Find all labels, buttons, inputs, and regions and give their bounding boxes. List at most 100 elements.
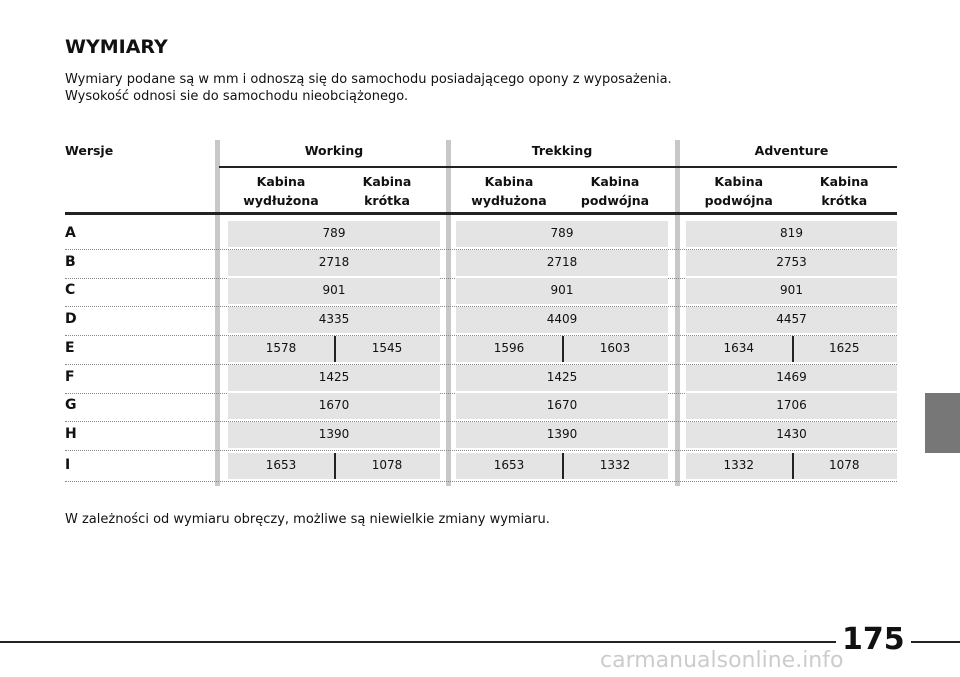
cell-value: 1653	[493, 458, 525, 472]
column-header: Kabina wydłużona	[243, 174, 319, 208]
cell-value: 789	[322, 226, 346, 240]
cell-value: 4457	[776, 312, 807, 326]
cell-value: 1425	[318, 370, 350, 384]
row-rule	[65, 481, 897, 482]
cell-bg	[456, 393, 668, 419]
cell-bg	[228, 365, 440, 391]
cell-value: 1078	[371, 458, 403, 472]
cell-value: 2753	[776, 255, 807, 269]
cell-bg	[228, 250, 440, 276]
row-label: D	[65, 311, 77, 327]
column-header: Kabina krótka	[362, 174, 412, 208]
cell-value: 901	[550, 283, 574, 297]
corner-label: Wersje	[65, 143, 114, 158]
cell-bg	[228, 422, 440, 448]
column-header: Kabina wydłużona	[471, 174, 547, 208]
cell-bg	[456, 365, 668, 391]
cell-value: 819	[780, 226, 803, 240]
page-number: 175	[836, 622, 911, 657]
cell-divider	[562, 453, 564, 479]
row-label: E	[65, 340, 75, 356]
row-label: C	[65, 282, 76, 298]
cell-bg	[456, 278, 668, 304]
cell-value: 789	[550, 226, 574, 240]
row-rule	[65, 364, 897, 365]
group-header: Working	[304, 143, 364, 158]
cell-value: 901	[780, 283, 803, 297]
column-header: Kabina podwójna	[580, 174, 650, 208]
intro-line: Wysokość odnosi sie do samochodu nieobci…	[65, 89, 409, 104]
cell-value: 901	[322, 283, 346, 297]
cell-value: 1332	[723, 458, 755, 472]
cell-value: 1332	[599, 458, 631, 472]
cell-value: 1430	[776, 427, 807, 441]
cell-value: 2718	[318, 255, 350, 269]
cell-value: 1545	[371, 341, 403, 355]
column-header: Kabina krótka	[819, 174, 869, 208]
row-rule	[65, 450, 897, 451]
cell-bg	[686, 307, 897, 333]
row-label: G	[65, 397, 77, 413]
cell-bg	[686, 365, 897, 391]
cell-bg	[686, 422, 897, 448]
cell-bg	[228, 278, 440, 304]
cell-bg	[228, 221, 440, 247]
watermark: carmanualsonline.info	[600, 648, 844, 673]
cell-divider	[562, 336, 564, 362]
cell-divider	[791, 453, 794, 479]
rule	[65, 212, 897, 215]
cell-bg	[456, 307, 668, 333]
footer-rule	[0, 641, 960, 643]
footnote: W zależności od wymiaru obręczy, możliwe…	[65, 512, 550, 527]
row-label: I	[65, 457, 71, 473]
cell-bg	[686, 250, 897, 276]
row-rule	[65, 249, 897, 250]
separator	[675, 140, 680, 486]
group-header: Adventure	[754, 143, 829, 158]
cell-bg	[686, 393, 897, 419]
cell-bg	[456, 250, 668, 276]
group-header: Trekking	[531, 143, 593, 158]
cell-bg	[686, 278, 897, 304]
cell-value: 4409	[546, 312, 578, 326]
cell-value: 1653	[265, 458, 297, 472]
cell-bg	[456, 422, 668, 448]
cell-bg	[228, 393, 440, 419]
cell-value: 1670	[318, 398, 350, 412]
row-rule	[65, 335, 897, 336]
row-label: F	[65, 369, 75, 385]
cell-divider	[334, 336, 336, 362]
cell-value: 1603	[599, 341, 631, 355]
row-label: A	[65, 225, 76, 241]
row-label: H	[65, 426, 77, 442]
rule	[219, 166, 897, 168]
cell-value: 1469	[776, 370, 807, 384]
side-tab	[925, 393, 960, 453]
separator	[446, 140, 451, 486]
row-rule	[65, 306, 897, 307]
cell-value: 1390	[546, 427, 578, 441]
separator	[215, 140, 220, 486]
cell-value: 1390	[318, 427, 350, 441]
cell-value: 1596	[493, 341, 525, 355]
cell-value: 1425	[546, 370, 578, 384]
cell-value: 4335	[318, 312, 350, 326]
cell-divider	[791, 336, 794, 362]
cell-value: 1706	[776, 398, 807, 412]
title: WYMIARY	[65, 36, 168, 58]
intro-line: Wymiary podane są w mm i odnoszą się do …	[65, 72, 672, 87]
cell-value: 1634	[723, 341, 755, 355]
row-label: B	[65, 254, 76, 270]
cell-bg	[228, 307, 440, 333]
cell-bg	[686, 221, 897, 247]
cell-value: 1078	[828, 458, 860, 472]
cell-value: 1670	[546, 398, 578, 412]
cell-value: 1625	[828, 341, 860, 355]
cell-value: 2718	[546, 255, 578, 269]
row-rule	[65, 421, 897, 422]
cell-divider	[334, 453, 336, 479]
cell-value: 1578	[265, 341, 297, 355]
cell-bg	[456, 221, 668, 247]
column-header: Kabina podwójna	[704, 174, 773, 208]
